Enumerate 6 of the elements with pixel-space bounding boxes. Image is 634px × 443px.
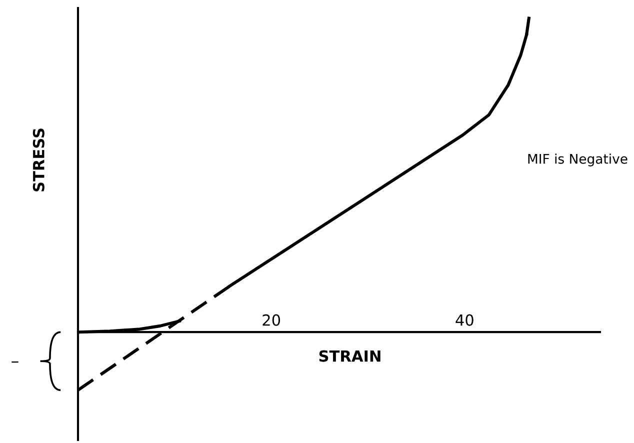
x-tick-label: 20 (262, 314, 280, 326)
x-tick-label: 40 (456, 314, 474, 326)
annotation: MIF is Negative (528, 154, 628, 166)
y-axis-title: STRESS (32, 128, 44, 192)
text: – (12, 361, 18, 363)
x-axis-title: STRAIN (319, 350, 380, 362)
